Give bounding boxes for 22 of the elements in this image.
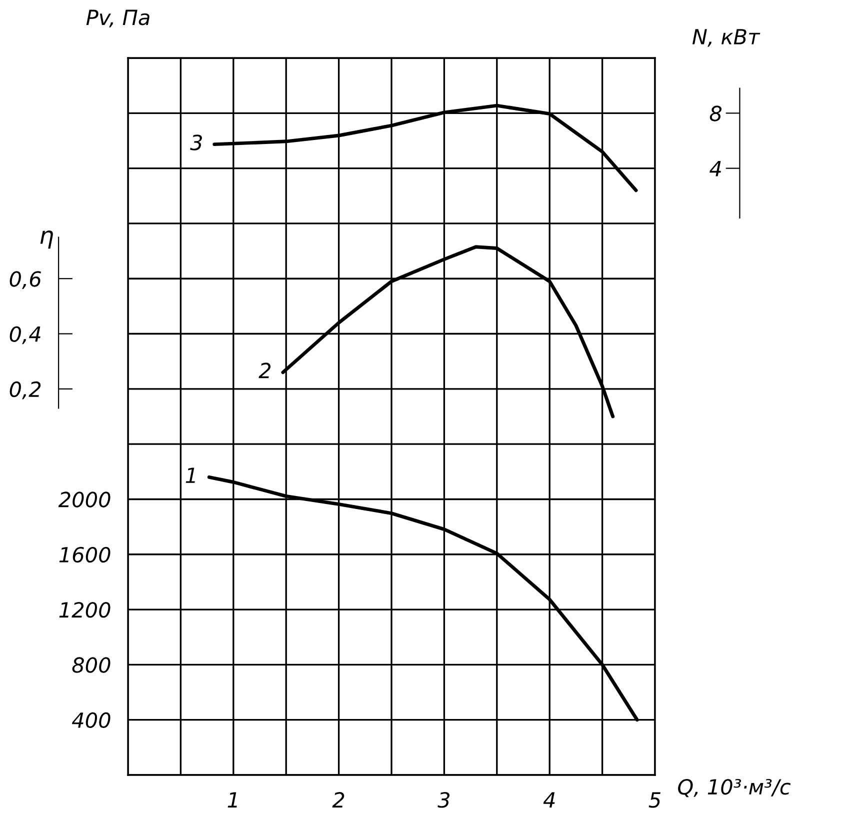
x-tick-label: 1 xyxy=(228,792,237,808)
y3-axis-title: N, кВт xyxy=(692,29,760,47)
series-label: 2 xyxy=(258,362,271,378)
y-tick-label: 1600 xyxy=(59,546,110,563)
y-tick-label: 400 xyxy=(72,712,110,728)
y-tick-label: 1200 xyxy=(59,602,110,618)
y2-tick-label: 0,4 xyxy=(10,326,40,344)
y3-tick-label: 8 xyxy=(710,106,722,122)
y3-tick-label: 4 xyxy=(710,161,721,176)
y-tick-label: 800 xyxy=(72,657,110,673)
x-tick-label: 3 xyxy=(438,792,450,808)
y-tick-label: 2000 xyxy=(58,492,110,508)
x-tick-label: 4 xyxy=(543,792,555,808)
x-tick-label: 2 xyxy=(332,792,344,808)
y2-tick-label: 0,6 xyxy=(10,271,41,289)
x-axis-title: Q, 10³·м³/с xyxy=(678,778,791,798)
series-label: 1 xyxy=(186,468,195,483)
y2-tick-label: 0,2 xyxy=(10,381,41,400)
y2-axis-title: η xyxy=(40,230,53,249)
y-axis-title: Pv, Па xyxy=(86,10,150,28)
series-label: 3 xyxy=(190,134,202,150)
x-tick-label: 5 xyxy=(648,792,660,808)
